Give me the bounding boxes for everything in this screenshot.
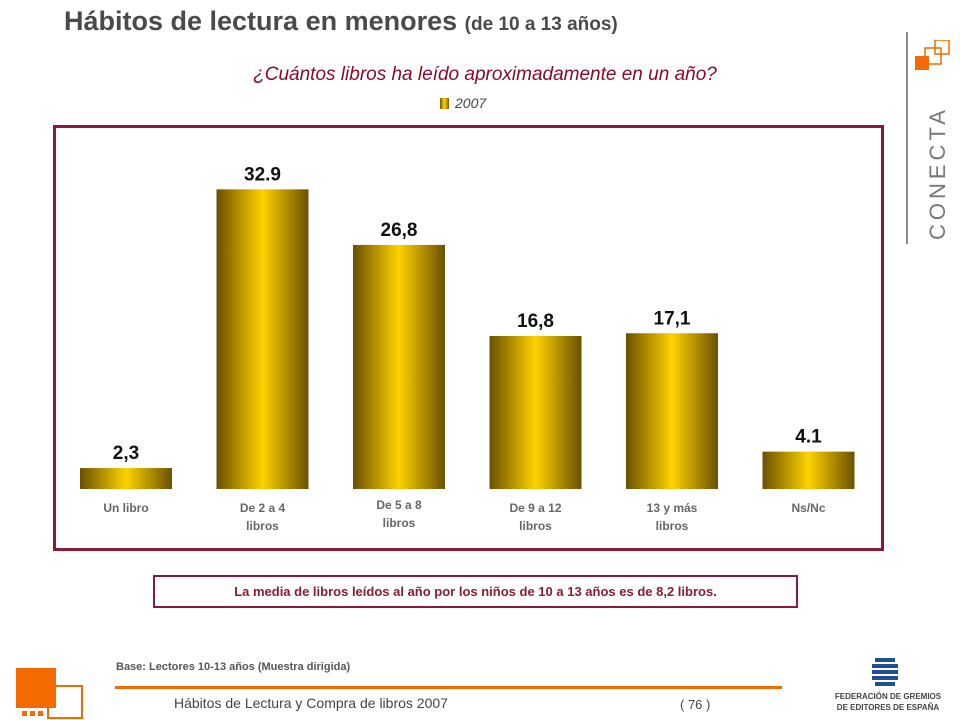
chart-frame xyxy=(53,125,884,551)
sample-base: Base: Lectores 10-13 años (Muestra dirig… xyxy=(116,661,351,673)
data-label: 4.1 xyxy=(795,427,822,448)
footer-title: Hábitos de Lectura y Compra de libros 20… xyxy=(174,695,448,711)
data-label: 16,8 xyxy=(517,311,554,332)
publisher-name: FEDERACIÓN DE GREMIOS DE EDITORES DE ESP… xyxy=(820,691,956,713)
legend-label: 2007 xyxy=(455,95,487,111)
category-label: Un libro xyxy=(103,501,148,515)
title-main: Hábitos de lectura en menores xyxy=(64,6,458,36)
summary-note: La media de libros leídos al año por los… xyxy=(153,575,798,608)
publisher-line-1: FEDERACIÓN DE GREMIOS xyxy=(834,692,942,701)
category-label: De 2 a 4 libros xyxy=(240,501,286,533)
category-label: Ns/Nc xyxy=(791,501,825,515)
data-label: 32.9 xyxy=(244,164,281,185)
page-title: Hábitos de lectura en menores (de 10 a 1… xyxy=(64,6,618,37)
bar xyxy=(353,244,445,489)
title-sub: (de 10 a 13 años) xyxy=(464,14,618,35)
chart-question: ¿Cuántos libros ha leído aproximadamente… xyxy=(253,64,717,85)
publisher-line-2: DE EDITORES DE ESPAÑA xyxy=(836,703,940,712)
data-label: 2,3 xyxy=(113,443,139,464)
category-label: De 5 a 8 libros xyxy=(376,498,422,530)
chart-legend: 2007 xyxy=(440,95,486,111)
bar xyxy=(489,335,582,489)
category-label: 13 y más libros xyxy=(647,501,698,533)
decorative-squares-icon xyxy=(16,668,83,719)
brand-divider xyxy=(906,32,908,244)
bar xyxy=(216,189,309,489)
bar xyxy=(80,468,172,489)
conecta-logo: CONECTA xyxy=(915,40,950,240)
bar xyxy=(626,333,718,489)
footer-divider xyxy=(115,686,782,689)
category-label: De 9 a 12 libros xyxy=(509,501,561,533)
publisher-logo-icon xyxy=(872,658,898,686)
data-label: 26,8 xyxy=(381,220,418,241)
bar xyxy=(762,451,855,489)
brand-wordmark: CONECTA xyxy=(925,106,950,240)
data-label: 17,1 xyxy=(654,308,691,329)
legend-swatch xyxy=(440,97,449,109)
page-number: ( 76 ) xyxy=(680,697,711,712)
